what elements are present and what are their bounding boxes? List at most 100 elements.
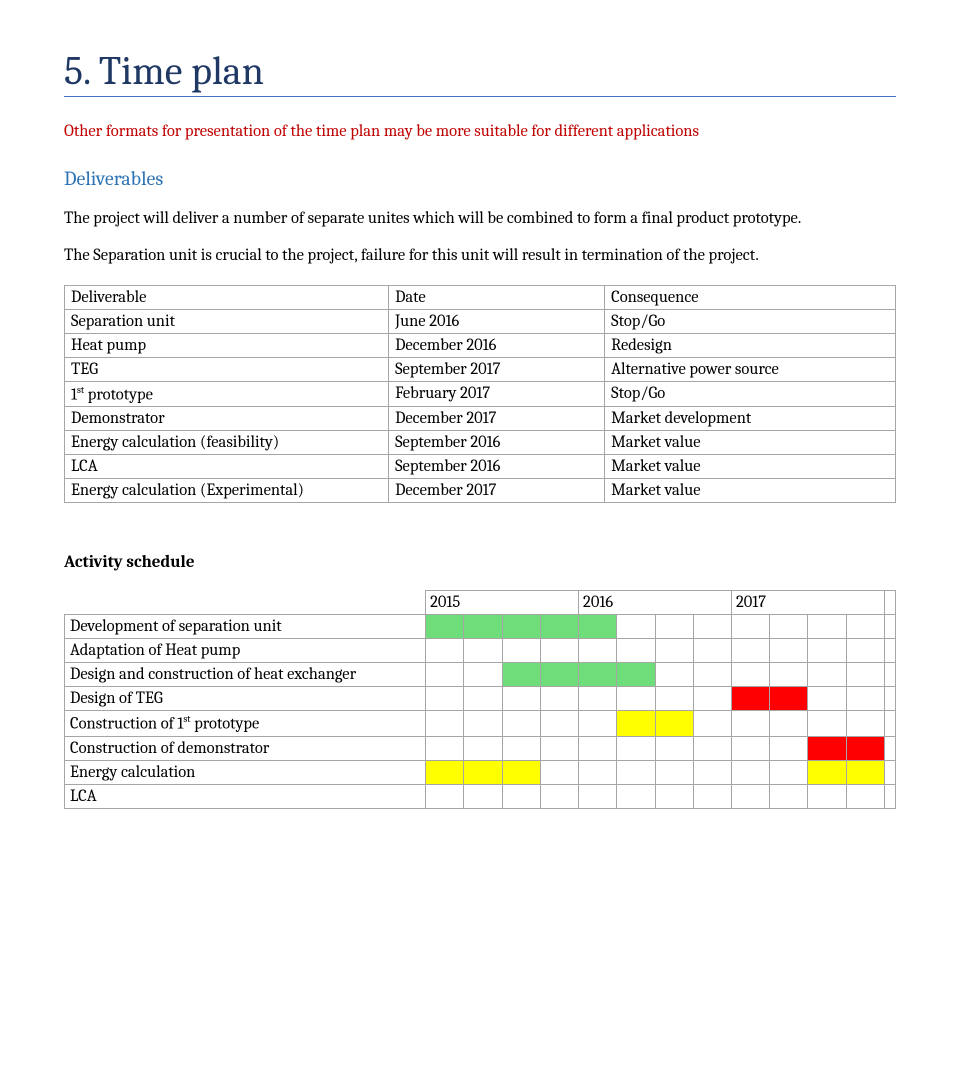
schedule-cell [808,711,846,737]
schedule-cell [693,736,731,760]
schedule-corner [65,591,426,615]
schedule-cell [540,736,578,760]
table-row: Energy calculation (feasibility)Septembe… [65,431,896,455]
schedule-cell [617,784,655,808]
schedule-cell [579,687,617,711]
schedule-cell [808,784,846,808]
schedule-row-label: Construction of demonstrator [65,736,426,760]
schedule-cell [846,687,884,711]
table-row: 1st prototypeFebruary 2017Stop/Go [65,381,896,407]
schedule-spacer [884,760,895,784]
schedule-cell [464,663,502,687]
schedule-cell [846,711,884,737]
schedule-cell [808,639,846,663]
schedule-cell [464,736,502,760]
schedule-cell [617,615,655,639]
schedule-cell [770,760,808,784]
schedule-cell [464,760,502,784]
activity-schedule-table: 201520162017Development of separation un… [64,590,896,809]
schedule-cell [502,615,540,639]
schedule-cell [617,687,655,711]
schedule-cell [464,687,502,711]
schedule-spacer [884,615,895,639]
schedule-cell [579,711,617,737]
schedule-cell [770,711,808,737]
schedule-cell [655,615,693,639]
table-cell: September 2016 [389,455,605,479]
table-row: TEGSeptember 2017Alternative power sourc… [65,357,896,381]
schedule-cell [426,711,464,737]
schedule-row-label: Design and construction of heat exchange… [65,663,426,687]
schedule-cell [579,784,617,808]
deliverables-table: DeliverableDateConsequenceSeparation uni… [64,285,896,504]
schedule-cell [655,711,693,737]
schedule-cell [693,784,731,808]
schedule-cell [731,736,769,760]
schedule-cell [731,711,769,737]
schedule-cell [579,615,617,639]
schedule-cell [426,760,464,784]
schedule-cell [808,615,846,639]
deliverables-para-1: The project will deliver a number of sep… [64,208,844,230]
schedule-cell [540,639,578,663]
schedule-cell [731,760,769,784]
schedule-cell [846,615,884,639]
schedule-row-label: Adaptation of Heat pump [65,639,426,663]
schedule-cell [426,687,464,711]
table-cell: Redesign [605,333,896,357]
table-cell: LCA [65,455,389,479]
schedule-cell [846,639,884,663]
schedule-cell [426,784,464,808]
schedule-cell [426,615,464,639]
schedule-cell [693,639,731,663]
schedule-cell [770,663,808,687]
schedule-cell [655,736,693,760]
schedule-cell [617,736,655,760]
schedule-cell [770,615,808,639]
schedule-cell [502,639,540,663]
schedule-cell [655,784,693,808]
deliverables-para-2: The Separation unit is crucial to the pr… [64,245,844,267]
deliverables-header: Date [389,285,605,309]
schedule-cell [655,663,693,687]
schedule-cell [540,615,578,639]
schedule-row: Energy calculation [65,760,896,784]
table-cell: February 2017 [389,381,605,407]
schedule-cell [693,615,731,639]
schedule-cell [464,615,502,639]
table-row: DemonstratorDecember 2017Market developm… [65,407,896,431]
table-cell: September 2016 [389,431,605,455]
schedule-cell [579,736,617,760]
table-cell: Stop/Go [605,309,896,333]
schedule-cell [693,663,731,687]
table-cell: Energy calculation (feasibility) [65,431,389,455]
schedule-cell [502,663,540,687]
schedule-cell [426,736,464,760]
deliverables-heading: Deliverables [64,167,896,190]
table-cell: December 2017 [389,479,605,503]
schedule-cell [770,639,808,663]
table-row: Heat pumpDecember 2016Redesign [65,333,896,357]
schedule-cell [617,639,655,663]
schedule-cell [579,639,617,663]
schedule-row-label: Design of TEG [65,687,426,711]
schedule-spacer [884,784,895,808]
schedule-cell [846,760,884,784]
schedule-cell [502,736,540,760]
table-cell: Market value [605,455,896,479]
schedule-cell [655,639,693,663]
schedule-cell [731,663,769,687]
table-cell: Heat pump [65,333,389,357]
intro-note: Other formats for presentation of the ti… [64,121,784,143]
schedule-cell [655,687,693,711]
schedule-cell [770,736,808,760]
table-cell: 1st prototype [65,381,389,407]
schedule-cell [808,687,846,711]
schedule-cell [693,711,731,737]
table-cell: TEG [65,357,389,381]
schedule-cell [426,663,464,687]
schedule-cell [579,760,617,784]
deliverables-header: Consequence [605,285,896,309]
schedule-year: 2015 [426,591,579,615]
schedule-cell [655,760,693,784]
